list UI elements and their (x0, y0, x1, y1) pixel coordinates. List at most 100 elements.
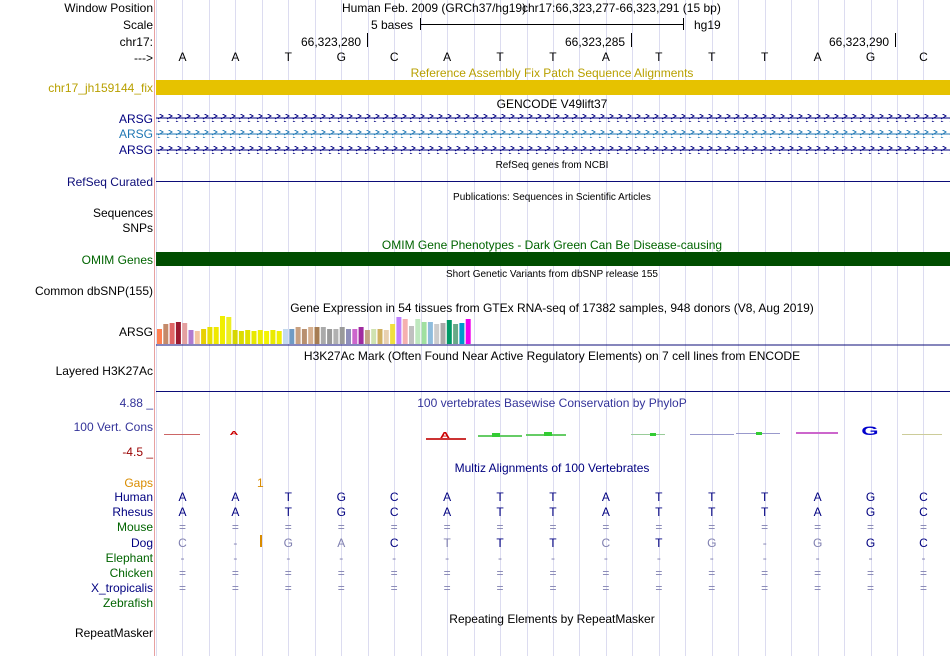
conservation-track-title: 100 vertebrates Basewise Conservation by… (417, 396, 687, 410)
conservation-plot[interactable]: A A G (156, 420, 950, 450)
base-letter: T (549, 50, 557, 64)
gtex-tissue-bar[interactable] (358, 327, 364, 344)
gtex-tissue-bar[interactable] (415, 319, 421, 344)
gtex-tissue-bar[interactable] (339, 327, 345, 344)
gtex-tissue-bar[interactable] (390, 324, 396, 344)
gtex-tissue-bar[interactable] (226, 317, 232, 344)
gtex-tissue-bar[interactable] (333, 329, 339, 344)
multiz-base: = (867, 581, 875, 596)
transcript-2[interactable] (156, 130, 950, 138)
gtex-tissue-bar[interactable] (157, 329, 162, 344)
gtex-tissue-bar[interactable] (371, 329, 377, 344)
dbsnp-track-label[interactable]: Common dbSNP(155) (34, 284, 153, 298)
multiz-base: A (231, 505, 240, 520)
multiz-base: A (813, 505, 822, 520)
gtex-tissue-bar[interactable] (213, 327, 219, 344)
gtex-tissue-bar[interactable] (251, 331, 257, 344)
gtex-tissue-bar[interactable] (295, 327, 301, 344)
multiz-species-label[interactable]: X_tropicalis (90, 581, 153, 596)
grid-line (685, 0, 687, 656)
refseq-track-title: RefSeq genes from NCBI (495, 160, 609, 171)
gtex-tissue-bar[interactable] (201, 329, 207, 344)
refseq-track-label[interactable]: RefSeq Curated (66, 175, 153, 189)
gtex-tissue-bar[interactable] (301, 329, 307, 344)
grid-line (552, 0, 554, 656)
publications-snps-label[interactable]: SNPs (122, 221, 153, 235)
gtex-tissue-bar[interactable] (169, 323, 175, 344)
gtex-tissue-bar[interactable] (289, 329, 295, 344)
gtex-tissue-bar[interactable] (364, 330, 370, 344)
multiz-species-label[interactable]: Dog (130, 535, 153, 550)
multiz-base: T (655, 490, 663, 504)
gtex-tissue-bar[interactable] (194, 331, 200, 344)
multiz-base: = (443, 581, 451, 596)
gtex-tissue-bar[interactable] (220, 316, 225, 344)
omim-phenotype-bar[interactable] (156, 252, 950, 266)
gencode-label-1[interactable]: ARSG (118, 112, 153, 126)
gtex-tissue-bar[interactable] (427, 322, 433, 344)
multiz-base: = (919, 520, 927, 535)
multiz-base: = (655, 566, 663, 580)
gtex-tissue-bar[interactable] (377, 329, 383, 344)
gtex-tissue-bar[interactable] (434, 324, 440, 344)
gtex-tissue-bar[interactable] (238, 331, 244, 344)
gtex-tissue-bar[interactable] (276, 331, 282, 344)
gtex-tissue-bar[interactable] (402, 319, 408, 344)
gtex-tissue-bar[interactable] (283, 329, 288, 344)
gtex-tissue-bar[interactable] (453, 324, 459, 344)
repeatmasker-track-label[interactable]: RepeatMasker (74, 626, 153, 640)
publications-sequences-label[interactable]: Sequences (92, 206, 153, 220)
omim-track-label[interactable]: OMIM Genes (81, 253, 153, 267)
multiz-base: = (549, 581, 557, 596)
gtex-tissue-bar[interactable] (440, 323, 446, 344)
multiz-species-label[interactable]: Mouse (116, 520, 153, 535)
fix-patch-alignment-bar[interactable] (156, 80, 950, 95)
multiz-gaps-label[interactable]: Gaps (124, 476, 153, 490)
gtex-tissue-bar[interactable] (459, 323, 465, 344)
gtex-tissue-bar[interactable] (264, 331, 270, 344)
gtex-tissue-bar[interactable] (327, 329, 333, 344)
gtex-tissue-bar[interactable] (232, 330, 238, 344)
gtex-tissue-bar[interactable] (396, 317, 402, 344)
gtex-tissue-bar[interactable] (188, 330, 194, 344)
gtex-tissue-bar[interactable] (320, 327, 326, 344)
gtex-tissue-bar[interactable] (163, 324, 169, 344)
gtex-tissue-bar[interactable] (346, 329, 351, 344)
gtex-tissue-bar[interactable] (257, 330, 263, 344)
gtex-tissue-bar[interactable] (270, 330, 276, 344)
gtex-tissue-bar[interactable] (308, 327, 314, 344)
multiz-base: T (708, 490, 716, 504)
multiz-base: = (867, 520, 875, 535)
gtex-tissue-bar[interactable] (446, 320, 452, 344)
multiz-species-label[interactable]: Zebrafish (102, 596, 153, 611)
gtex-tissue-bar[interactable] (245, 330, 251, 344)
gtex-tissue-bar[interactable] (409, 326, 414, 344)
gtex-tissue-bar[interactable] (465, 319, 471, 344)
gtex-track-label[interactable]: ARSG (118, 325, 153, 339)
conservation-track-label[interactable]: 100 Vert. Cons (73, 420, 153, 434)
gencode-label-3[interactable]: ARSG (118, 143, 153, 157)
gencode-transcripts[interactable] (156, 112, 950, 157)
grid-line (605, 0, 607, 656)
transcript-1[interactable] (156, 114, 950, 122)
multiz-species-label[interactable]: Elephant (105, 550, 153, 565)
gtex-tissue-bar[interactable] (383, 330, 389, 344)
gtex-tissue-bar[interactable] (314, 327, 320, 344)
h3k27ac-track-label[interactable]: Layered H3K27Ac (55, 364, 153, 378)
refseq-gene-line[interactable] (156, 181, 950, 182)
gtex-tissue-bar[interactable] (175, 322, 181, 344)
gtex-tissue-bar[interactable] (182, 323, 188, 344)
fix-patch-track-label[interactable]: chr17_jh159144_fix (48, 81, 153, 95)
gtex-tissue-bar[interactable] (421, 322, 427, 344)
gtex-expression-chart[interactable] (156, 314, 950, 346)
assembly-text: Human Feb. 2009 (GRCh37/hg19) (342, 1, 527, 15)
transcript-3[interactable] (156, 146, 950, 154)
multiz-species-label[interactable]: Chicken (109, 566, 153, 580)
gtex-tissue-bar[interactable] (352, 329, 358, 344)
multiz-species-label[interactable]: Rhesus (112, 505, 153, 520)
gencode-label-2[interactable]: ARSG (118, 127, 153, 141)
gtex-tissue-bar[interactable] (207, 327, 213, 344)
multiz-base: C (389, 490, 399, 504)
multiz-species-label[interactable]: Human (114, 490, 153, 504)
